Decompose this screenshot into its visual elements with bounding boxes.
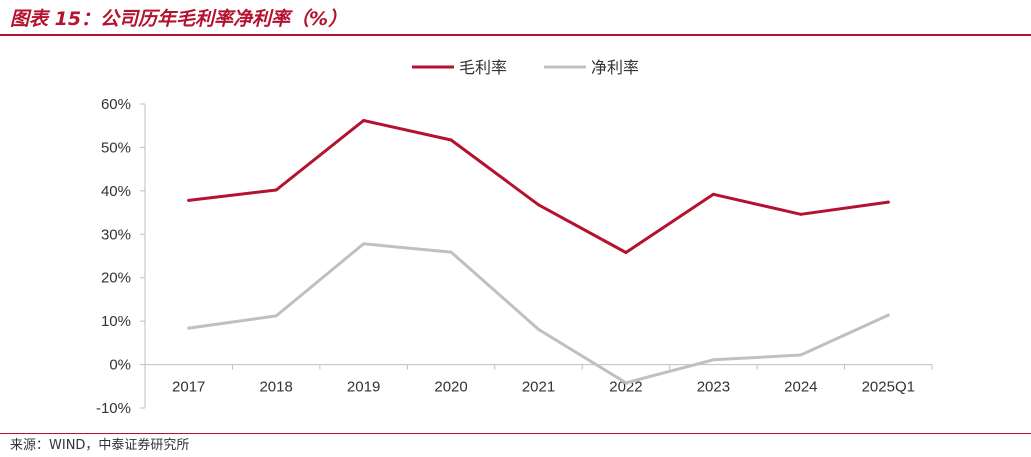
- data-point: [886, 313, 890, 317]
- data-point: [799, 212, 803, 216]
- x-tick-label: 2020: [434, 379, 467, 396]
- data-point: [711, 358, 715, 362]
- x-tick-label: 2017: [172, 379, 205, 396]
- x-tick-label: 2025Q1: [862, 379, 915, 396]
- x-tick-label: 2018: [259, 379, 292, 396]
- data-point: [362, 242, 366, 246]
- line-chart: 毛利率 净利率 -10% 0% 10% 20% 30% 40% 50% 60% 2017 2018…: [96, 58, 933, 417]
- y-tick-label: 30%: [101, 226, 131, 243]
- data-point: [711, 192, 715, 196]
- data-point: [449, 250, 453, 254]
- chart-legend: 毛利率 净利率: [412, 58, 639, 77]
- legend-label: 净利率: [591, 58, 639, 77]
- series-line-net-margin: [187, 242, 890, 385]
- data-point: [362, 119, 366, 123]
- series-line-gross-margin: [187, 119, 890, 254]
- data-point: [537, 327, 540, 331]
- x-tick-label: 2023: [697, 379, 730, 396]
- data-point: [449, 138, 453, 142]
- data-point: [886, 200, 890, 204]
- chart-series: [187, 119, 890, 385]
- source-note: 来源：WIND，中泰证券研究所: [10, 438, 190, 453]
- data-point: [537, 203, 540, 207]
- title-rule: [0, 34, 1031, 36]
- data-point: [799, 353, 803, 357]
- footer-rule: [0, 433, 1031, 434]
- data-point: [624, 251, 628, 255]
- y-tick-label: 10%: [101, 313, 131, 330]
- x-tick-label: 2022: [609, 379, 642, 396]
- y-tick-label: 0%: [109, 357, 131, 374]
- y-tick-label: 60%: [101, 96, 131, 113]
- y-tick-label: 40%: [101, 183, 131, 200]
- y-axis: -10% 0% 10% 20% 30% 40% 50% 60%: [96, 96, 146, 417]
- figure-title: 图表 15：公司历年毛利率净利率（%）: [10, 8, 348, 30]
- data-point: [274, 188, 278, 192]
- y-tick-label: 50%: [101, 139, 131, 156]
- y-tick-label: 20%: [101, 270, 131, 287]
- y-tick-label: -10%: [96, 400, 131, 417]
- data-point: [187, 198, 191, 202]
- x-tick-label: 2019: [347, 379, 380, 396]
- data-point: [187, 326, 191, 330]
- x-tick-label: 2021: [522, 379, 555, 396]
- x-tick-label: 2024: [784, 379, 817, 396]
- data-point: [274, 314, 278, 318]
- legend-label: 毛利率: [459, 58, 507, 77]
- data-point: [624, 381, 628, 385]
- x-axis: 2017 2018 2019 2020 2021 2022 2023 2024 2025Q1: [144, 364, 933, 396]
